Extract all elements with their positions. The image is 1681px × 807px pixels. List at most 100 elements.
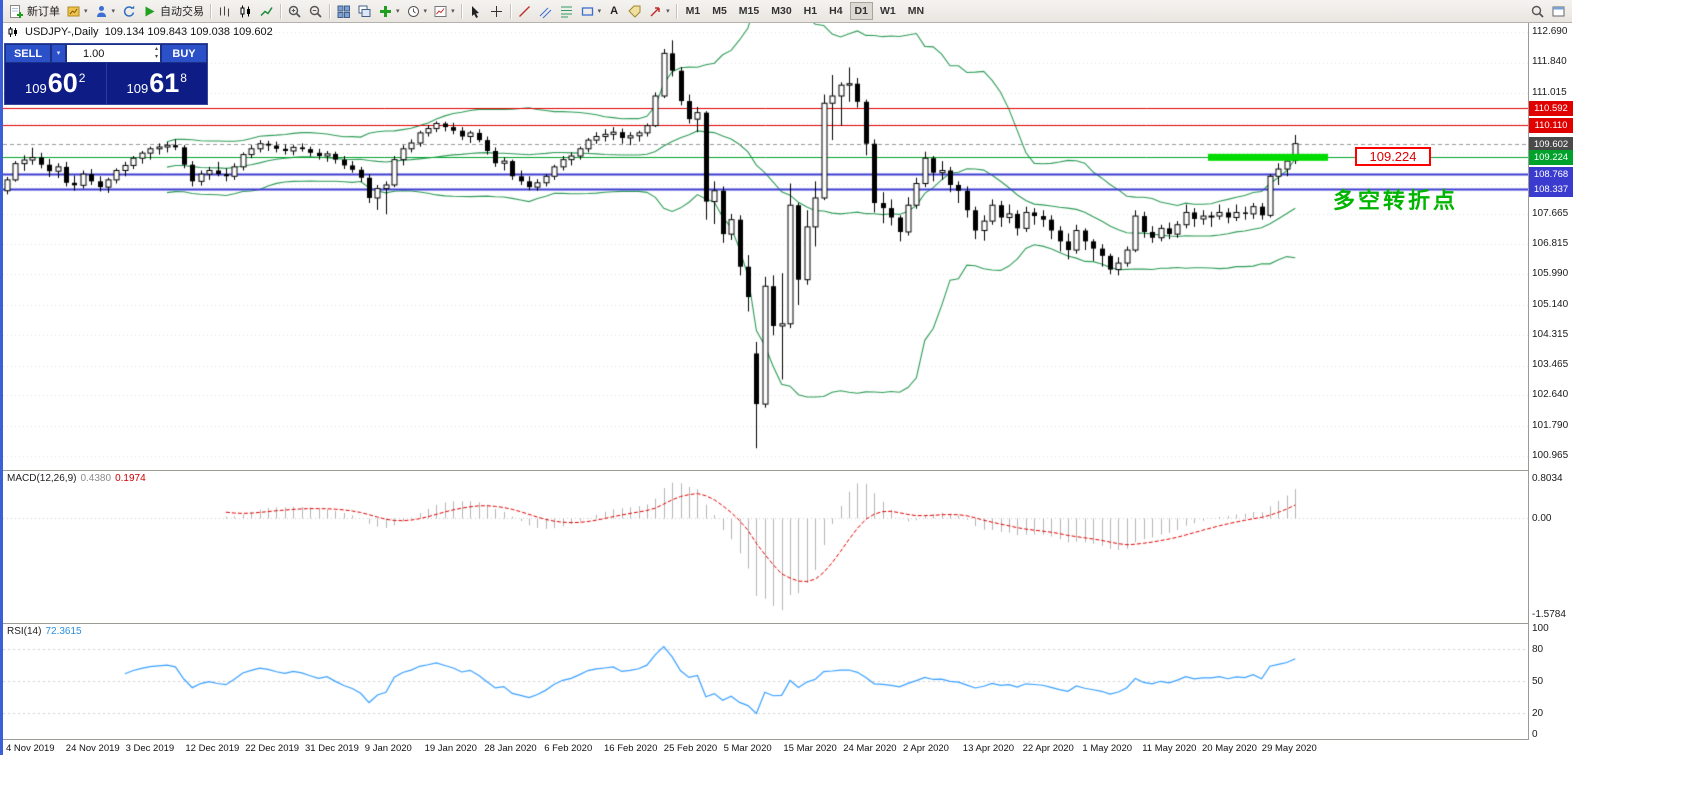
price-badge: 110.592 bbox=[1529, 100, 1573, 116]
timeframe-button[interactable]: MN bbox=[903, 2, 929, 20]
price-badge: 108.337 bbox=[1529, 182, 1573, 198]
order-options-dropdown[interactable]: ▾ bbox=[51, 44, 66, 63]
time-axis-label: 22 Apr 2020 bbox=[1022, 743, 1074, 754]
panel-divider[interactable] bbox=[3, 470, 1575, 471]
text-tool-icon: A bbox=[610, 5, 619, 17]
zoom-in-button[interactable] bbox=[284, 1, 305, 21]
ask-frac: 8 bbox=[180, 71, 187, 85]
price-axis-label: 105.140 bbox=[1532, 298, 1569, 310]
text-tool-button[interactable]: A bbox=[604, 1, 624, 21]
buy-button[interactable]: BUY bbox=[161, 44, 207, 63]
profiles-button[interactable]: ▾ bbox=[91, 1, 119, 21]
templates-button[interactable]: ▾ bbox=[430, 1, 458, 21]
sell-button[interactable]: SELL bbox=[5, 44, 51, 63]
channel-icon bbox=[539, 7, 551, 18]
dropdown-caret-icon: ▾ bbox=[84, 7, 88, 15]
ask-base: 109 bbox=[126, 80, 149, 96]
time-axis-label: 31 Dec 2019 bbox=[305, 743, 359, 754]
macd-panel-canvas[interactable] bbox=[3, 471, 1528, 622]
mt4-window: 新订单 ▾ ▾ 自动交易 bbox=[0, 0, 1575, 756]
price-callout-label[interactable]: 109.224 bbox=[1355, 147, 1431, 166]
turning-point-annotation[interactable]: 多空转折点 bbox=[1333, 188, 1459, 213]
arrows-tool-button[interactable]: ▾ bbox=[645, 1, 673, 21]
toolbar-separator bbox=[210, 3, 212, 19]
time-axis-label: 25 Feb 2020 bbox=[663, 743, 718, 754]
rsi-axis-label: 50 bbox=[1532, 676, 1544, 687]
dropdown-caret-icon: ▾ bbox=[597, 7, 602, 15]
template-chart-icon bbox=[434, 5, 447, 17]
autotrading-play-icon bbox=[145, 6, 155, 16]
crosshair-button[interactable] bbox=[486, 1, 507, 21]
price-chart-canvas[interactable] bbox=[3, 23, 1528, 469]
price-axis-label: 105.990 bbox=[1532, 268, 1569, 280]
price-axis-label: 103.465 bbox=[1532, 359, 1569, 371]
autotrading-label: 自动交易 bbox=[160, 6, 205, 18]
timeframe-button[interactable]: M5 bbox=[707, 2, 732, 20]
macd-name: MACD(12,26,9) bbox=[7, 473, 77, 484]
rsi-name: RSI(14) bbox=[7, 626, 42, 637]
time-axis-label: 3 Dec 2019 bbox=[125, 743, 175, 754]
dropdown-caret-icon: ▾ bbox=[396, 7, 400, 15]
timeframe-button[interactable]: M1 bbox=[681, 2, 706, 20]
candlestick-chart-button[interactable] bbox=[235, 1, 256, 21]
cursor-arrow-icon bbox=[471, 5, 479, 18]
panel-divider[interactable] bbox=[3, 623, 1575, 624]
cascade-windows-button[interactable] bbox=[354, 1, 375, 21]
toolbar-separator bbox=[329, 3, 331, 19]
price-axis-labels: 112.690111.840111.015110.165109.340108.4… bbox=[1532, 27, 1568, 461]
toolbar-separator bbox=[460, 3, 462, 19]
arrow-tool-icon bbox=[650, 6, 660, 17]
tile-windows-button[interactable] bbox=[333, 1, 354, 21]
macd-axis-label: 0.8034 bbox=[1532, 473, 1563, 484]
zoom-out-button[interactable] bbox=[305, 1, 326, 21]
new-chart-icon bbox=[67, 6, 80, 16]
chart-region: USDJPY-,Daily 109.134 109.843 109.038 10… bbox=[3, 23, 1575, 756]
label-tool-button[interactable] bbox=[624, 1, 645, 21]
bar-chart-button[interactable] bbox=[214, 1, 235, 21]
timeframe-button[interactable]: M15 bbox=[734, 2, 764, 20]
cursor-button[interactable] bbox=[465, 1, 486, 21]
shapes-button[interactable]: ▾ bbox=[577, 1, 605, 21]
ask-price[interactable]: 109 61 8 bbox=[105, 63, 208, 104]
rsi-panel-canvas[interactable] bbox=[3, 624, 1528, 738]
timeframe-button[interactable]: H4 bbox=[824, 2, 847, 20]
chart-title: USDJPY-,Daily 109.134 109.843 109.038 10… bbox=[7, 26, 273, 38]
price-axis[interactable]: 112.690111.840111.015110.165109.340108.4… bbox=[1528, 23, 1575, 740]
bid-pips: 60 bbox=[47, 68, 78, 98]
volume-value: 1.00 bbox=[83, 47, 105, 60]
rsi-axis-label: 20 bbox=[1532, 707, 1544, 719]
refresh-button[interactable] bbox=[118, 1, 139, 21]
volume-field[interactable]: 1.00 ▴ ▾ bbox=[66, 44, 161, 63]
fibonacci-button[interactable] bbox=[556, 1, 577, 21]
new-order-button[interactable]: 新订单 bbox=[6, 1, 63, 21]
trendline-button[interactable] bbox=[514, 1, 535, 21]
chart-window-button[interactable] bbox=[1548, 1, 1569, 21]
indicators-button[interactable]: ▾ bbox=[375, 1, 403, 21]
timeframe-button[interactable]: W1 bbox=[875, 2, 901, 20]
volume-down-button[interactable]: ▾ bbox=[154, 54, 158, 60]
dropdown-caret-icon: ▾ bbox=[451, 7, 455, 15]
price-axis-label: 112.690 bbox=[1532, 26, 1568, 37]
line-chart-button[interactable] bbox=[256, 1, 277, 21]
new-chart-button[interactable]: ▾ bbox=[63, 1, 91, 21]
bid-price[interactable]: 109 60 2 bbox=[5, 63, 106, 104]
toolbar-right-group bbox=[1527, 1, 1569, 21]
new-order-label: 新订单 bbox=[27, 6, 60, 18]
time-axis[interactable]: 4 Nov 2019 24 Nov 2019 3 Dec 2019 12 Dec 20… bbox=[3, 740, 1528, 756]
autotrading-button[interactable]: 自动交易 bbox=[139, 1, 207, 21]
order-panel-controls: SELL ▾ 1.00 ▴ ▾ BUY bbox=[5, 44, 207, 63]
price-axis-label: 111.840 bbox=[1532, 56, 1567, 68]
channel-button[interactable] bbox=[535, 1, 556, 21]
rsi-axis-label: 80 bbox=[1532, 644, 1544, 656]
tile-windows-icon bbox=[337, 5, 351, 18]
timeframe-button[interactable]: D1 bbox=[849, 2, 873, 20]
dropdown-caret-icon: ▾ bbox=[423, 7, 428, 15]
periods-button[interactable]: ▾ bbox=[403, 1, 431, 21]
order-panel-prices: 109 60 2 109 61 8 bbox=[5, 63, 207, 104]
symbol-search-button[interactable] bbox=[1527, 1, 1548, 21]
timeframe-button[interactable]: H1 bbox=[799, 2, 822, 20]
time-axis-label: 12 Dec 2019 bbox=[185, 743, 240, 754]
bar-chart-icon bbox=[220, 6, 230, 16]
volume-up-button[interactable]: ▴ bbox=[154, 46, 158, 52]
timeframe-button[interactable]: M30 bbox=[766, 2, 796, 20]
